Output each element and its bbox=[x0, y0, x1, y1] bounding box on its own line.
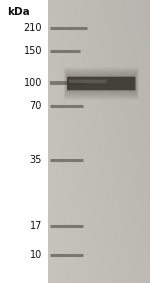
FancyBboxPatch shape bbox=[66, 74, 136, 93]
Text: 150: 150 bbox=[24, 46, 42, 56]
FancyBboxPatch shape bbox=[67, 77, 135, 90]
Text: 10: 10 bbox=[30, 250, 42, 260]
FancyBboxPatch shape bbox=[69, 80, 106, 83]
Text: 210: 210 bbox=[24, 23, 42, 33]
Text: 17: 17 bbox=[30, 221, 42, 231]
Text: 70: 70 bbox=[30, 101, 42, 111]
FancyBboxPatch shape bbox=[64, 67, 139, 100]
FancyBboxPatch shape bbox=[64, 69, 138, 98]
Text: 100: 100 bbox=[24, 78, 42, 89]
FancyBboxPatch shape bbox=[67, 76, 136, 91]
Text: kDa: kDa bbox=[7, 7, 29, 17]
FancyBboxPatch shape bbox=[66, 72, 137, 95]
Text: 35: 35 bbox=[30, 155, 42, 165]
FancyBboxPatch shape bbox=[65, 71, 137, 96]
